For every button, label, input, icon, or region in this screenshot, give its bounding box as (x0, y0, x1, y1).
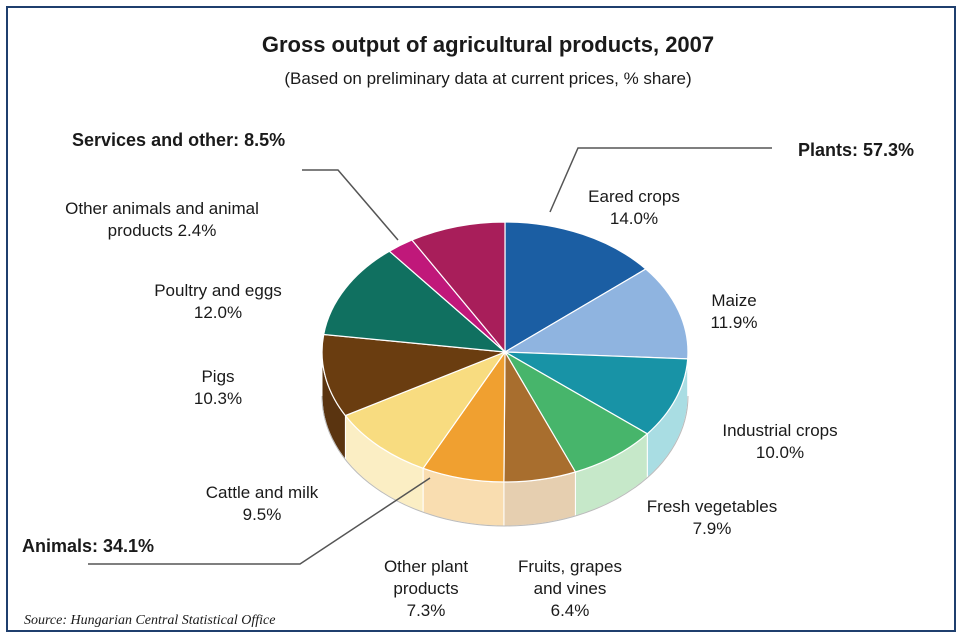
slice-label-0: Eared crops 14.0% (588, 187, 680, 228)
services-leader-line (302, 169, 399, 241)
slice-labels: Eared crops 14.0% Maize 11.9% Industrial cro… (65, 187, 838, 620)
plants-group-label: Plants: 57.3% (798, 140, 914, 160)
pie-slices (321, 221, 689, 483)
slice-6 (344, 350, 507, 470)
slice-8 (322, 250, 507, 353)
slice-7 (321, 333, 506, 417)
slice-10 (411, 221, 506, 354)
services-group-label: Services and other: 8.5% (72, 130, 285, 150)
plants-leader-line (549, 147, 772, 213)
slice-label-3: Fresh vegetables 7.9% (647, 497, 777, 538)
animals-leader-line (88, 477, 431, 565)
pie-rim (321, 395, 689, 527)
slice-label-5: Other plant products 7.3% (384, 557, 468, 620)
chart-subtitle: (Based on preliminary data at current pr… (284, 69, 691, 88)
slice-1 (502, 268, 689, 360)
source-note: Source: Hungarian Central Statistical Of… (24, 613, 275, 628)
slice-label-6: Cattle and milk 9.5% (206, 483, 319, 524)
slice-3 (503, 350, 649, 473)
slice-label-7: Pigs 10.3% (194, 367, 242, 408)
slice-label-2: Industrial crops 10.0% (722, 421, 837, 462)
slice-label-8: Poultry and eggs 12.0% (154, 281, 282, 322)
animals-group-label: Animals: 34.1% (22, 536, 154, 556)
chart-title: Gross output of agricultural products, 2… (262, 32, 714, 57)
slice-label-1: Maize 11.9% (711, 291, 758, 332)
slice-label-9: Other animals and animal products 2.4% (65, 199, 259, 240)
slice-0 (504, 221, 647, 354)
slice-2 (504, 351, 689, 435)
slice-label-4: Fruits, grapes and vines 6.4% (518, 557, 622, 620)
